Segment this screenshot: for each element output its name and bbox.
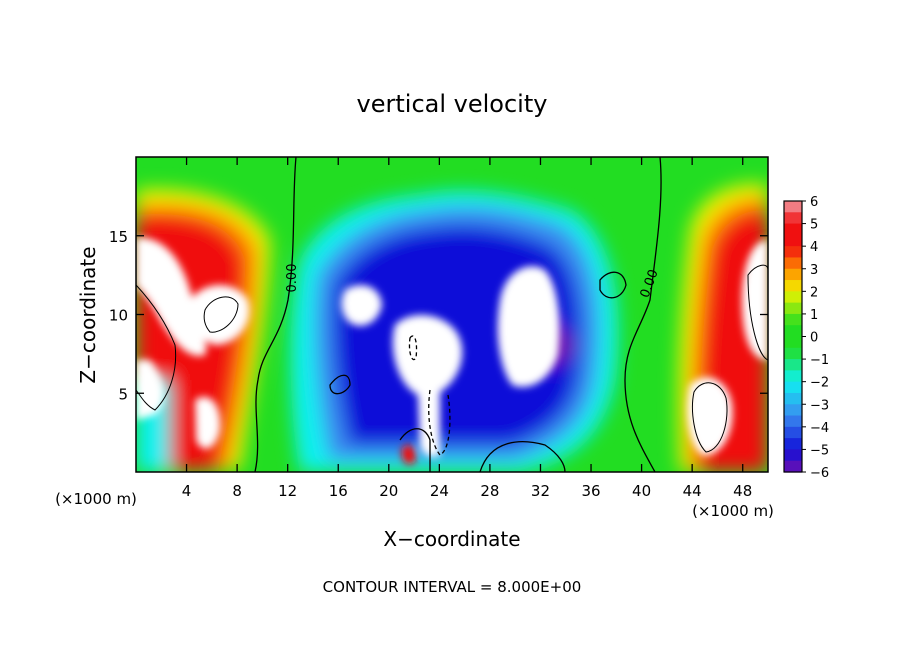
x-tick-label: 24 [430,482,449,500]
x-tick-label: 28 [480,482,499,500]
colorbar-segment [784,449,802,462]
x-tick-label: 4 [182,482,192,500]
colorbar-segment [784,234,802,247]
x-unit-left: (×1000 m) [55,490,137,508]
chart-title: vertical velocity [357,90,548,118]
y-tick-label: 10 [109,307,128,325]
colorbar-segment [784,257,802,270]
colorbar-segment [784,212,802,225]
x-tick-label: 48 [733,482,752,500]
contour-interval-note: CONTOUR INTERVAL = 8.000E+00 [323,578,582,596]
colorbar-segment [784,325,802,338]
colorbar-label: −3 [810,398,829,413]
colorbar-label: 2 [810,285,818,300]
x-tick-label: 36 [581,482,600,500]
y-tick-label: 15 [109,228,128,246]
colorbar-segment [784,438,802,451]
colorbar-segment [784,223,802,236]
y-axis-label: Z−coordinate [76,246,100,383]
x-tick-label: 8 [232,482,242,500]
colorbar-label: −5 [810,443,829,458]
colorbar-label: 1 [810,308,818,323]
colorbar-segment [784,415,802,428]
colorbar-segment [784,201,802,213]
colorbar-label: 3 [810,263,818,278]
colorbar-segment [784,302,802,315]
colorbar-segment [784,291,802,304]
x-tick-label: 12 [278,482,297,500]
colorbar-segment [784,336,802,349]
colorbar-segment [784,280,802,292]
x-axis-label: X−coordinate [383,527,520,551]
colorbar-label: 4 [810,240,818,255]
x-tick-label: 32 [531,482,550,500]
colorbar-segment [784,268,802,281]
colorbar-label: 0 [810,331,818,346]
colorbar-label: 6 [810,195,818,210]
colorbar-segment [784,392,802,405]
x-tick-label: 20 [379,482,398,500]
colorbar-segment [784,347,802,360]
x-tick-label: 44 [683,482,702,500]
colorbar-segment [784,246,802,259]
x-unit-right: (×1000 m) [692,502,774,520]
colorbar-segment [784,404,802,417]
colorbar-label: −1 [810,353,829,368]
colorbar-segment [784,426,802,439]
colorbar-segment [784,370,802,383]
heatmap-field [136,157,768,472]
colorbar-segment [784,313,802,326]
x-tick-label: 40 [632,482,651,500]
colorbar-label: −4 [810,421,829,436]
colorbar-label: −6 [810,466,829,481]
y-axis-ticks: 5 10 15 [109,228,768,403]
colorbar: 6 5 4 3 2 1 0 −1 −2 −3 −4 −5 −6 [783,195,829,481]
contour-label-left: 0.00 [285,264,300,293]
y-tick-label: 5 [118,385,128,403]
colorbar-segment [784,381,802,394]
colorbar-label: 5 [810,218,818,233]
colorbar-segment [784,359,802,371]
x-tick-label: 16 [329,482,348,500]
x-axis-ticks: 4 8 12 16 20 24 28 32 36 40 44 48 [182,157,752,500]
colorbar-label: −2 [810,376,829,391]
colorbar-segment [784,460,802,473]
